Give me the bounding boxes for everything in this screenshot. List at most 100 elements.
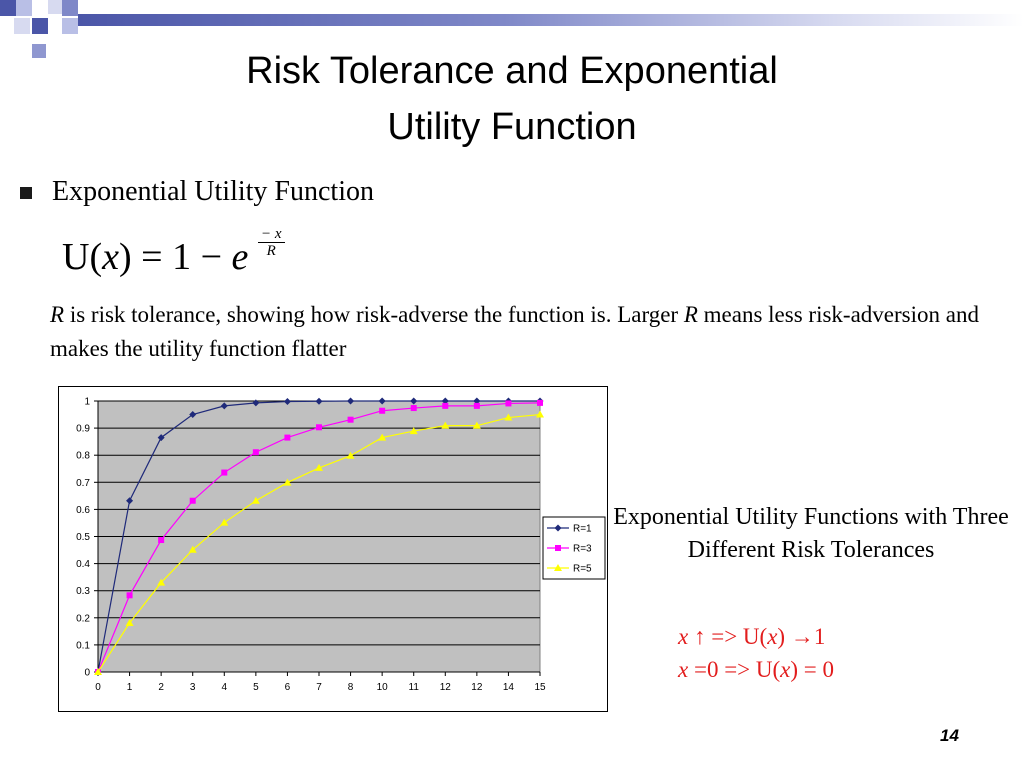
data-point-R=5 [125,618,134,626]
data-point-R=5 [220,518,229,526]
formula-lhs: U( [62,236,103,278]
data-point-R=5 [441,421,450,429]
legend-label: R=3 [573,544,592,555]
data-point-R=1 [378,397,386,405]
exponent-denominator: R [266,243,276,259]
data-point-R=5 [283,478,292,486]
legend-marker [554,564,562,571]
data-point-R=3 [252,449,259,456]
note-line-1: x ↑ => U(x) →1 [678,620,834,653]
data-point-R=5 [157,578,166,586]
corner-square-4 [62,0,78,16]
corner-square-5 [14,18,30,34]
x-tick-label: 14 [503,682,515,693]
data-point-R=5 [188,545,197,553]
y-tick-label: 0.6 [76,505,90,516]
formula-mid: ) = 1 − [118,236,232,278]
note2-x2: x [780,657,791,682]
x-tick-label: 3 [190,682,196,693]
data-point-R=1 [347,397,355,405]
y-tick-label: 1 [84,397,90,408]
data-point-R=5 [536,410,544,418]
corner-square-1 [0,0,16,16]
bullet-square-icon [20,187,32,199]
data-point-R=5 [315,463,323,471]
x-tick-label: 1 [127,682,133,693]
corner-square-7 [62,18,78,34]
utility-formula: U(x) = 1 − e − x R [62,226,285,282]
note1-rest2: ) →1 [777,624,826,649]
data-point-R=1 [473,397,481,405]
data-point-R=3 [537,399,543,406]
data-point-R=1 [283,398,291,406]
top-accent-bar [78,14,1024,26]
data-point-R=5 [94,668,102,675]
note-line-2: x =0 => U(x) = 0 [678,653,834,686]
y-tick-label: 0.3 [76,586,90,597]
data-point-R=3 [379,407,386,414]
data-point-R=1 [126,497,134,505]
x-tick-label: 6 [285,682,291,693]
desc-text-2: means less risk-adversion and makes the … [50,302,979,361]
data-point-R=1 [189,411,197,419]
x-tick-label: 12 [440,682,452,693]
utility-chart: 00.10.20.30.40.50.60.70.80.910 1 2 3 4 5 6 7 8 10… [76,397,606,693]
formula-exponent: − x R [258,226,285,259]
y-tick-label: 0.1 [76,640,90,651]
legend-label: R=1 [573,524,592,535]
data-point-R=1 [252,399,260,407]
y-tick-label: 0.7 [76,478,90,489]
data-point-R=3 [347,416,354,423]
data-point-R=3 [221,469,228,476]
data-point-R=3 [284,434,291,441]
slide-title-line1: Risk Tolerance and Exponential [246,50,778,92]
corner-square-2 [16,0,32,16]
chart-caption: Exponential Utility Functions with Three… [613,504,1009,563]
note2-rest1: =0 => U( [688,657,781,682]
formula-base: e [231,236,249,278]
data-point-R=5 [472,421,481,429]
data-point-R=1 [220,402,228,410]
x-tick-label: 0 [95,682,101,693]
note1-rest1: ↑ => U( [688,624,768,649]
data-point-R=5 [251,496,260,504]
data-point-R=1 [315,397,323,405]
exponent-numerator: − x [258,226,285,243]
x-tick-label: 4 [222,682,228,693]
y-tick-label: 0.2 [76,613,90,624]
x-tick-label: 7 [316,682,322,693]
formula-variable: x [102,236,119,278]
x-tick-label: 10 [377,682,389,693]
desc-r-1: R [50,302,65,327]
y-tick-label: 0.8 [76,451,90,462]
notes: x ↑ => U(x) →1 x =0 => U(x) = 0 [678,620,834,686]
bullet-text: Exponential Utility Function [52,176,374,207]
y-tick-label: 0.9 [76,424,90,435]
legend-label: R=5 [573,564,592,575]
corner-square-6 [32,18,48,34]
data-point-R=3 [505,400,512,407]
note2-x: x [678,657,689,682]
slide-title-line2: Utility Function [387,106,637,148]
y-tick-label: 0.5 [76,532,90,543]
data-point-R=1 [410,397,418,405]
desc-text-1: is risk tolerance, showing how risk-adve… [64,302,684,327]
desc-r-2: R [683,302,698,327]
x-tick-label: 8 [348,682,354,693]
legend-marker [555,545,561,551]
y-tick-label: 0.4 [76,559,90,570]
x-tick-label: 15 [534,682,546,693]
chart-frame: 0 0.1 0.2 0.3 0.4 0.5 0.6 0.7 0.8 0.9 1 0 1 2 3 4 5 6 7 8 10… [58,386,608,712]
data-point-R=5 [504,413,513,421]
data-point-R=5 [409,427,418,435]
data-point-R=3 [410,405,417,412]
data-point-R=3 [126,592,133,599]
y-tick-label: 0 [84,668,90,679]
x-tick-label: 12 [471,682,483,693]
x-tick-label: 5 [253,682,259,693]
corner-square-8 [32,44,46,58]
data-point-R=3 [158,537,165,544]
page-number: 14 [940,726,959,745]
note2-rest2: ) = 0 [790,657,835,682]
data-point-R=3 [473,402,480,409]
